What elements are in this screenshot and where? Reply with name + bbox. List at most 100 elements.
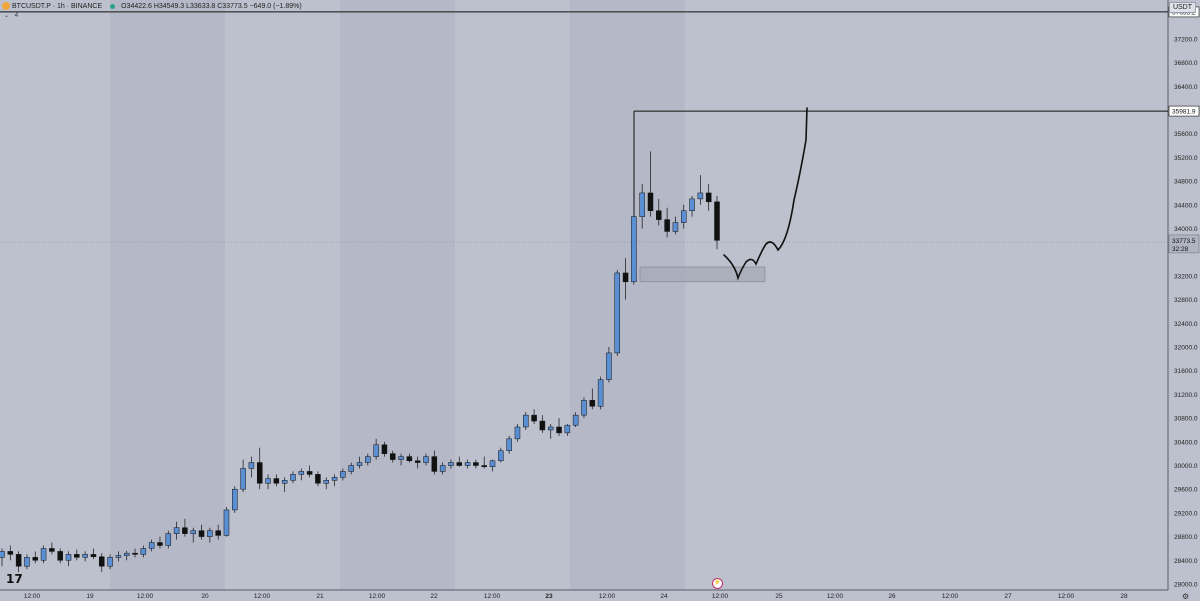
candle[interactable] (589, 400, 596, 407)
candle[interactable] (40, 548, 47, 561)
candle[interactable] (456, 462, 463, 466)
candle[interactable] (232, 488, 238, 511)
price-axis[interactable] (1168, 0, 1200, 601)
lightning-event-icon[interactable]: ⚡ (712, 578, 723, 589)
candle[interactable] (132, 552, 138, 555)
candle[interactable] (298, 471, 305, 475)
candle[interactable] (506, 438, 512, 451)
candle[interactable] (82, 554, 88, 558)
candle[interactable] (398, 456, 404, 460)
indicator-row[interactable]: ⌄ 4 (4, 12, 18, 19)
candle[interactable] (32, 557, 39, 561)
time-axis[interactable] (0, 590, 1168, 601)
candle[interactable] (165, 533, 172, 546)
candle[interactable] (49, 548, 55, 552)
candle[interactable] (290, 474, 296, 481)
candle[interactable] (323, 480, 329, 484)
candle[interactable] (140, 548, 147, 555)
candle[interactable] (381, 444, 388, 454)
tradingview-logo-icon[interactable]: 𝟭𝟳 (6, 572, 23, 586)
candle[interactable] (223, 509, 230, 536)
candle[interactable] (306, 471, 313, 475)
candle[interactable] (523, 414, 529, 428)
candle[interactable] (464, 462, 471, 466)
candle[interactable] (107, 557, 113, 567)
candle[interactable] (564, 424, 571, 434)
currency-badge[interactable]: USDT (1168, 2, 1196, 13)
candle[interactable] (57, 551, 63, 561)
candle[interactable] (173, 527, 180, 534)
chevron-down-icon[interactable]: ⌄ (4, 13, 10, 19)
symbol-title[interactable]: BTCUSDT.P · 1h · BINANCE (12, 2, 103, 10)
candle[interactable] (182, 527, 188, 534)
candle[interactable] (207, 530, 213, 537)
candle[interactable] (581, 400, 587, 416)
candle[interactable] (315, 474, 321, 484)
candle[interactable] (664, 219, 670, 232)
candle[interactable] (240, 468, 246, 490)
candle[interactable] (281, 480, 288, 484)
candle[interactable] (680, 210, 687, 223)
candle[interactable] (473, 462, 479, 466)
candle[interactable] (498, 450, 504, 462)
projection-drawing[interactable] (723, 107, 808, 281)
candle[interactable] (481, 465, 487, 467)
candle[interactable] (572, 414, 579, 426)
candle[interactable] (198, 530, 205, 537)
candle[interactable] (157, 542, 163, 546)
candle[interactable] (265, 478, 271, 484)
candle[interactable] (331, 477, 338, 481)
candle[interactable] (423, 456, 429, 463)
current-price-tag[interactable] (1168, 234, 1200, 254)
candle[interactable] (622, 272, 629, 283)
candle[interactable] (123, 552, 130, 556)
candle[interactable] (697, 192, 704, 200)
candle[interactable] (348, 465, 354, 472)
candle[interactable] (639, 192, 645, 217)
candle[interactable] (647, 192, 654, 211)
candle[interactable] (614, 272, 620, 354)
symbol-logo-icon[interactable] (2, 2, 10, 10)
candle[interactable] (606, 352, 612, 380)
candle[interactable] (215, 530, 221, 536)
candle[interactable] (248, 462, 255, 469)
candle[interactable] (489, 460, 496, 467)
demand-zone[interactable] (639, 266, 766, 283)
candle[interactable] (356, 462, 363, 466)
candle[interactable] (689, 198, 695, 211)
candle[interactable] (414, 460, 421, 463)
candle[interactable] (148, 542, 155, 549)
candle[interactable] (531, 414, 537, 422)
candle[interactable] (90, 554, 97, 557)
candle[interactable] (256, 462, 263, 484)
candle[interactable] (0, 551, 5, 558)
candle[interactable] (539, 420, 546, 431)
candle[interactable] (656, 210, 662, 220)
candle[interactable] (514, 426, 521, 440)
candle[interactable] (115, 555, 122, 558)
candle[interactable] (190, 530, 196, 534)
candle[interactable] (365, 456, 371, 463)
candle[interactable] (74, 554, 80, 558)
candle[interactable] (390, 453, 396, 460)
candle[interactable] (556, 426, 562, 434)
candle[interactable] (406, 456, 413, 462)
candle[interactable] (340, 471, 346, 478)
candle[interactable] (547, 426, 554, 431)
candle[interactable] (597, 379, 604, 407)
candle[interactable] (7, 551, 14, 555)
candle[interactable] (24, 557, 30, 567)
candle[interactable] (631, 216, 637, 283)
candle[interactable] (15, 554, 22, 567)
candle[interactable] (65, 554, 72, 561)
candle[interactable] (672, 222, 679, 232)
candle[interactable] (431, 456, 438, 472)
candle[interactable] (373, 444, 379, 457)
candle[interactable] (448, 462, 454, 466)
gear-icon[interactable]: ⚙ (1182, 592, 1190, 601)
level-price-tag[interactable] (1168, 105, 1200, 117)
candle[interactable] (705, 192, 712, 203)
candle[interactable] (99, 556, 105, 567)
